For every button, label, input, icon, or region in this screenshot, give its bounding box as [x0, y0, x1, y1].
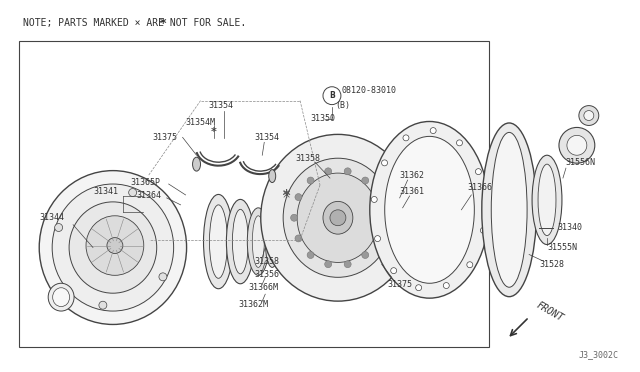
Text: 31354M: 31354M — [186, 118, 216, 127]
Text: 31341: 31341 — [93, 187, 118, 196]
Text: 31358: 31358 — [254, 257, 279, 266]
Circle shape — [430, 128, 436, 134]
Circle shape — [378, 214, 385, 221]
Ellipse shape — [69, 202, 157, 293]
Text: 31340: 31340 — [557, 223, 582, 232]
Text: 31366M: 31366M — [248, 283, 278, 292]
Circle shape — [444, 283, 449, 289]
Circle shape — [567, 135, 587, 155]
Ellipse shape — [538, 164, 556, 235]
Circle shape — [159, 273, 167, 281]
Circle shape — [456, 140, 463, 146]
Circle shape — [129, 189, 136, 196]
Ellipse shape — [265, 216, 279, 267]
Text: *: * — [159, 17, 166, 30]
Circle shape — [99, 301, 107, 309]
Ellipse shape — [323, 201, 353, 234]
Circle shape — [107, 238, 123, 253]
Circle shape — [390, 268, 397, 274]
Text: 31375: 31375 — [388, 280, 413, 289]
Text: 31344: 31344 — [39, 213, 64, 222]
Text: 31365P: 31365P — [131, 177, 161, 186]
Circle shape — [467, 262, 473, 268]
Text: 31362M: 31362M — [238, 299, 268, 309]
Text: 31356: 31356 — [254, 270, 279, 279]
Ellipse shape — [193, 157, 200, 171]
Circle shape — [344, 168, 351, 175]
Circle shape — [295, 235, 302, 242]
Circle shape — [371, 196, 377, 202]
Ellipse shape — [269, 223, 276, 260]
Circle shape — [291, 214, 298, 221]
Text: FRONT: FRONT — [534, 300, 564, 324]
Circle shape — [324, 261, 332, 268]
Text: 31350: 31350 — [310, 114, 335, 123]
Ellipse shape — [48, 283, 74, 311]
Circle shape — [307, 251, 314, 259]
Circle shape — [374, 235, 381, 242]
Ellipse shape — [297, 173, 379, 262]
Text: 31366: 31366 — [467, 183, 492, 192]
Ellipse shape — [370, 122, 489, 298]
Circle shape — [579, 106, 599, 125]
Circle shape — [559, 128, 595, 163]
Ellipse shape — [247, 208, 269, 275]
Ellipse shape — [209, 205, 227, 278]
Bar — [19, 41, 489, 347]
Ellipse shape — [269, 170, 276, 183]
Circle shape — [344, 261, 351, 268]
Circle shape — [295, 193, 302, 201]
Text: *: * — [211, 127, 216, 137]
Ellipse shape — [52, 288, 70, 307]
Text: 31556N: 31556N — [565, 158, 595, 167]
Circle shape — [374, 235, 381, 241]
Circle shape — [374, 193, 381, 201]
Text: B: B — [329, 91, 335, 100]
Circle shape — [330, 210, 346, 226]
Ellipse shape — [39, 171, 187, 324]
Ellipse shape — [232, 209, 248, 274]
Ellipse shape — [227, 199, 254, 284]
Circle shape — [307, 177, 314, 184]
Circle shape — [362, 251, 369, 259]
Circle shape — [362, 177, 369, 184]
Ellipse shape — [52, 184, 173, 311]
Circle shape — [403, 135, 409, 141]
Ellipse shape — [260, 134, 415, 301]
Circle shape — [54, 224, 63, 231]
Bar — [410, 188, 429, 212]
Ellipse shape — [482, 123, 536, 296]
Ellipse shape — [492, 132, 527, 287]
Ellipse shape — [283, 158, 393, 277]
Text: J3_3002C: J3_3002C — [579, 350, 619, 359]
Bar — [410, 224, 429, 247]
Text: 31555N: 31555N — [547, 243, 577, 252]
Text: NOTE; PARTS MARKED × ARE NOT FOR SALE.: NOTE; PARTS MARKED × ARE NOT FOR SALE. — [23, 18, 246, 28]
Text: 31364: 31364 — [137, 192, 162, 201]
Circle shape — [481, 227, 486, 233]
Text: 31528: 31528 — [539, 260, 564, 269]
Text: 31361: 31361 — [399, 187, 425, 196]
Text: 31375: 31375 — [153, 133, 178, 142]
Circle shape — [381, 160, 388, 166]
Circle shape — [415, 285, 422, 291]
Circle shape — [584, 110, 594, 121]
Text: *: * — [283, 188, 290, 202]
Circle shape — [476, 169, 481, 174]
Ellipse shape — [86, 216, 144, 275]
Ellipse shape — [385, 137, 474, 283]
Text: 31354: 31354 — [254, 133, 279, 142]
Text: ※: ※ — [282, 190, 291, 200]
Text: 31354: 31354 — [209, 101, 234, 110]
Ellipse shape — [204, 195, 234, 289]
Text: 31362: 31362 — [399, 171, 425, 180]
Ellipse shape — [252, 216, 264, 267]
Text: 08120-83010: 08120-83010 — [342, 86, 397, 95]
Ellipse shape — [532, 155, 562, 244]
Text: (B): (B) — [335, 101, 350, 110]
Circle shape — [324, 168, 332, 175]
Text: 31358: 31358 — [295, 154, 320, 163]
